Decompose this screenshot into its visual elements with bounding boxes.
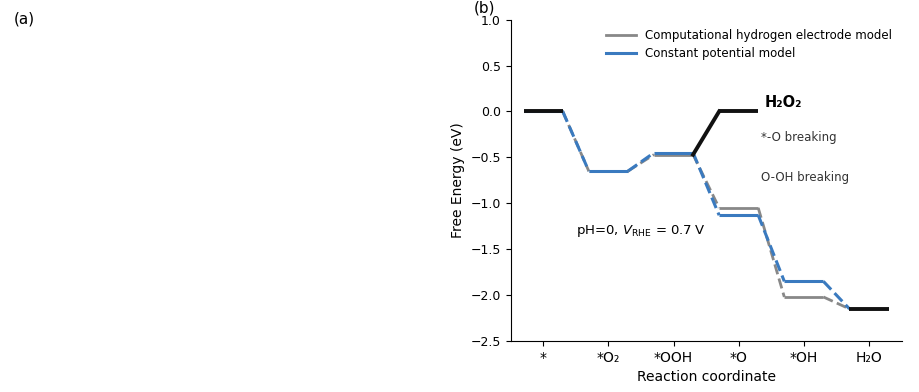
Text: (b): (b) bbox=[473, 1, 494, 16]
X-axis label: Reaction coordinate: Reaction coordinate bbox=[636, 370, 775, 384]
Text: pH=0, $V_\mathrm{RHE}$ = 0.7 V: pH=0, $V_\mathrm{RHE}$ = 0.7 V bbox=[575, 223, 705, 239]
Legend: Computational hydrogen electrode model, Constant potential model: Computational hydrogen electrode model, … bbox=[602, 25, 895, 64]
Text: *-O breaking: *-O breaking bbox=[761, 131, 836, 143]
Text: O-OH breaking: O-OH breaking bbox=[761, 171, 848, 184]
Text: (a): (a) bbox=[14, 12, 35, 27]
Y-axis label: Free Energy (eV): Free Energy (eV) bbox=[450, 122, 464, 238]
Text: H₂O₂: H₂O₂ bbox=[764, 94, 801, 110]
